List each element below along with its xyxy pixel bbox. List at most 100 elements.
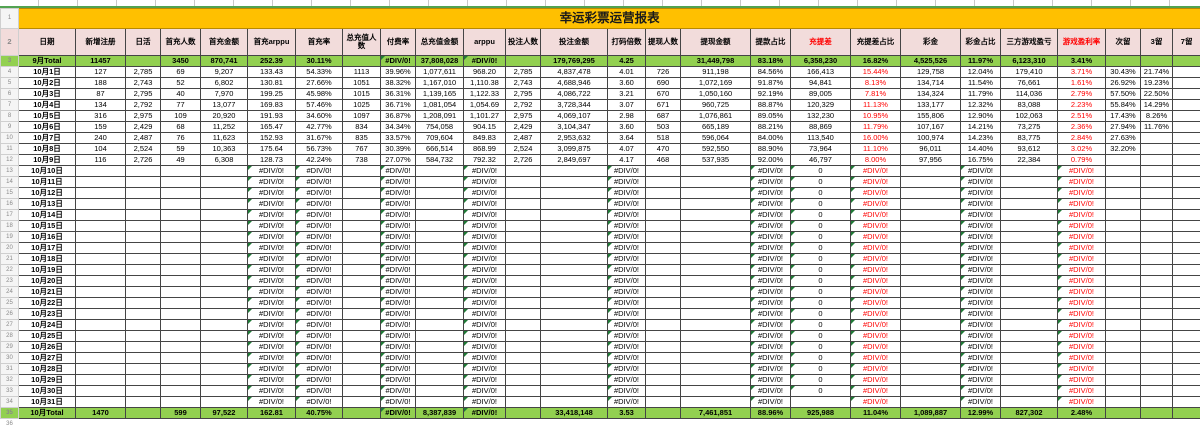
table-cell[interactable]: #DIV/0! [608, 265, 646, 276]
table-cell[interactable] [201, 287, 248, 298]
table-cell[interactable]: 3450 [161, 56, 201, 67]
table-cell[interactable] [343, 287, 381, 298]
table-cell[interactable] [1106, 386, 1141, 397]
table-cell[interactable]: 3.41% [1058, 56, 1106, 67]
table-cell[interactable] [343, 56, 381, 67]
table-cell[interactable] [161, 232, 201, 243]
date-cell[interactable]: 10月24日 [19, 320, 76, 331]
table-cell[interactable]: 179,410 [1001, 67, 1058, 78]
table-cell[interactable]: #DIV/0! [464, 331, 506, 342]
table-cell[interactable]: #DIV/0! [296, 375, 343, 386]
row-number[interactable]: 28 [1, 331, 19, 342]
row-number[interactable]: 3 [1, 56, 19, 67]
table-cell[interactable]: 22.50% [1141, 89, 1173, 100]
table-cell[interactable] [343, 320, 381, 331]
table-cell[interactable] [201, 276, 248, 287]
table-cell[interactable]: 6,123,310 [1001, 56, 1058, 67]
table-cell[interactable]: 33.57% [381, 133, 416, 144]
table-cell[interactable] [1173, 331, 1200, 342]
table-cell[interactable]: #DIV/0! [464, 386, 506, 397]
table-cell[interactable]: 11.04% [851, 408, 901, 419]
table-cell[interactable]: 240 [76, 133, 126, 144]
table-cell[interactable]: 10.95% [851, 111, 901, 122]
table-cell[interactable]: #DIV/0! [464, 188, 506, 199]
table-cell[interactable]: #DIV/0! [248, 287, 296, 298]
table-cell[interactable]: #DIV/0! [851, 287, 901, 298]
table-cell[interactable] [161, 166, 201, 177]
column-header[interactable]: arppu [464, 29, 506, 56]
table-cell[interactable]: 537,935 [681, 155, 751, 166]
table-cell[interactable] [126, 210, 161, 221]
table-cell[interactable] [1106, 221, 1141, 232]
table-cell[interactable] [416, 375, 464, 386]
table-cell[interactable]: 2,524 [506, 144, 541, 155]
table-cell[interactable] [126, 188, 161, 199]
table-cell[interactable]: #DIV/0! [381, 210, 416, 221]
table-cell[interactable]: 868.99 [464, 144, 506, 155]
table-cell[interactable]: 134,714 [901, 78, 961, 89]
table-cell[interactable]: #DIV/0! [381, 243, 416, 254]
table-cell[interactable] [161, 309, 201, 320]
table-cell[interactable]: #DIV/0! [296, 177, 343, 188]
table-cell[interactable] [126, 276, 161, 287]
table-cell[interactable]: 2.48% [1058, 408, 1106, 419]
table-cell[interactable]: 13,077 [201, 100, 248, 111]
table-cell[interactable]: 27.07% [381, 155, 416, 166]
table-cell[interactable]: #DIV/0! [851, 386, 901, 397]
report-title[interactable]: 幸运彩票运营报表 [19, 9, 1200, 29]
table-cell[interactable]: 11.54% [961, 78, 1001, 89]
table-cell[interactable]: 21.74% [1141, 67, 1173, 78]
table-cell[interactable]: 911,198 [681, 67, 751, 78]
table-cell[interactable]: 132,230 [791, 111, 851, 122]
table-cell[interactable]: 6,802 [201, 78, 248, 89]
table-cell[interactable]: 10,363 [201, 144, 248, 155]
table-cell[interactable]: 14.40% [961, 144, 1001, 155]
table-cell[interactable]: 30.11% [296, 56, 343, 67]
table-cell[interactable]: 3.53 [608, 408, 646, 419]
table-cell[interactable]: 87 [76, 89, 126, 100]
table-cell[interactable]: 518 [646, 133, 681, 144]
table-cell[interactable]: #DIV/0! [1058, 320, 1106, 331]
table-cell[interactable]: 19.23% [1141, 78, 1173, 89]
table-cell[interactable] [506, 210, 541, 221]
table-cell[interactable] [1106, 232, 1141, 243]
table-cell[interactable]: 8,387,839 [416, 408, 464, 419]
table-cell[interactable]: #DIV/0! [608, 320, 646, 331]
date-cell[interactable]: 10月16日 [19, 232, 76, 243]
table-cell[interactable] [343, 232, 381, 243]
table-cell[interactable]: 2.51% [1058, 111, 1106, 122]
table-cell[interactable] [201, 210, 248, 221]
table-cell[interactable] [506, 397, 541, 408]
table-cell[interactable] [416, 309, 464, 320]
table-cell[interactable]: 1097 [343, 111, 381, 122]
table-cell[interactable]: 2,785 [506, 67, 541, 78]
row-number[interactable]: 32 [1, 375, 19, 386]
table-cell[interactable] [201, 188, 248, 199]
table-cell[interactable] [506, 342, 541, 353]
table-cell[interactable]: #DIV/0! [751, 265, 791, 276]
table-cell[interactable]: #DIV/0! [296, 287, 343, 298]
table-cell[interactable] [343, 210, 381, 221]
table-cell[interactable] [201, 353, 248, 364]
table-cell[interactable] [126, 375, 161, 386]
table-cell[interactable] [416, 177, 464, 188]
table-cell[interactable]: 1025 [343, 100, 381, 111]
table-cell[interactable]: 1.61% [1058, 78, 1106, 89]
table-cell[interactable]: #DIV/0! [296, 232, 343, 243]
table-cell[interactable] [161, 375, 201, 386]
table-cell[interactable]: 1015 [343, 89, 381, 100]
table-cell[interactable]: 726 [646, 67, 681, 78]
table-cell[interactable] [1173, 166, 1200, 177]
row-number[interactable]: 19 [1, 232, 19, 243]
table-cell[interactable]: #DIV/0! [961, 353, 1001, 364]
table-cell[interactable]: #DIV/0! [464, 375, 506, 386]
table-cell[interactable]: #DIV/0! [381, 276, 416, 287]
table-cell[interactable]: 2.98 [608, 111, 646, 122]
table-cell[interactable]: 834 [343, 122, 381, 133]
table-cell[interactable]: 470 [646, 144, 681, 155]
table-cell[interactable]: 97,956 [901, 155, 961, 166]
table-cell[interactable]: #DIV/0! [851, 177, 901, 188]
table-cell[interactable]: 88.90% [751, 144, 791, 155]
row-number[interactable]: 18 [1, 221, 19, 232]
table-cell[interactable]: #DIV/0! [751, 320, 791, 331]
